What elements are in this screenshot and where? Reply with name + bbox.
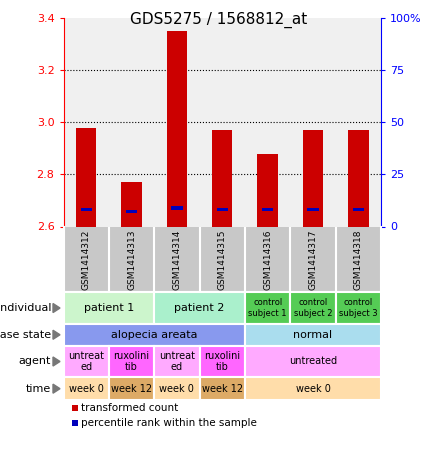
Text: GSM1414318: GSM1414318 xyxy=(354,229,363,289)
Bar xyxy=(76,128,96,226)
Text: GSM1414315: GSM1414315 xyxy=(218,229,227,289)
Bar xyxy=(154,346,200,377)
Bar xyxy=(154,377,200,400)
Text: control
subject 1: control subject 1 xyxy=(248,299,287,318)
Bar xyxy=(64,324,245,346)
Text: GSM1414312: GSM1414312 xyxy=(82,229,91,289)
Text: untreat
ed: untreat ed xyxy=(68,351,104,372)
Polygon shape xyxy=(53,357,60,366)
Text: GSM1414316: GSM1414316 xyxy=(263,229,272,289)
Polygon shape xyxy=(53,384,60,393)
Bar xyxy=(245,377,381,400)
Text: untreated: untreated xyxy=(289,357,337,366)
Bar xyxy=(72,405,78,411)
Text: control
subject 3: control subject 3 xyxy=(339,299,378,318)
Bar xyxy=(171,207,183,210)
Bar xyxy=(109,346,154,377)
Text: transformed count: transformed count xyxy=(81,403,179,413)
Text: patient 1: patient 1 xyxy=(84,303,134,313)
Text: normal: normal xyxy=(293,330,332,340)
Bar xyxy=(290,292,336,324)
Text: agent: agent xyxy=(19,357,51,366)
Bar xyxy=(262,208,273,211)
Bar xyxy=(109,377,154,400)
Polygon shape xyxy=(53,304,60,313)
Bar xyxy=(245,324,381,346)
Text: week 0: week 0 xyxy=(159,384,194,394)
Text: week 0: week 0 xyxy=(69,384,104,394)
Text: time: time xyxy=(26,384,51,394)
Text: week 12: week 12 xyxy=(202,384,243,394)
Text: ruxolini
tib: ruxolini tib xyxy=(204,351,240,372)
Text: GSM1414313: GSM1414313 xyxy=(127,229,136,289)
Bar xyxy=(72,419,78,426)
Bar xyxy=(64,377,109,400)
Text: GSM1414317: GSM1414317 xyxy=(308,229,318,289)
Text: week 0: week 0 xyxy=(296,384,330,394)
Bar xyxy=(126,210,137,213)
Bar xyxy=(336,292,381,324)
Bar xyxy=(307,208,318,211)
Bar xyxy=(245,292,290,324)
Bar xyxy=(258,154,278,226)
Text: GSM1414314: GSM1414314 xyxy=(173,229,181,289)
Bar xyxy=(245,346,381,377)
Text: control
subject 2: control subject 2 xyxy=(294,299,332,318)
Text: ruxolini
tib: ruxolini tib xyxy=(113,351,150,372)
Bar xyxy=(64,292,154,324)
Text: percentile rank within the sample: percentile rank within the sample xyxy=(81,418,258,428)
Text: GDS5275 / 1568812_at: GDS5275 / 1568812_at xyxy=(131,11,307,28)
Bar xyxy=(200,346,245,377)
Bar xyxy=(212,130,233,226)
Bar xyxy=(81,208,92,211)
Bar xyxy=(303,130,323,226)
Bar xyxy=(167,31,187,226)
Text: individual: individual xyxy=(0,303,51,313)
Bar xyxy=(121,182,142,226)
Text: alopecia areata: alopecia areata xyxy=(111,330,198,340)
Bar xyxy=(64,346,109,377)
Polygon shape xyxy=(53,330,60,339)
Bar xyxy=(353,208,364,211)
Text: week 12: week 12 xyxy=(111,384,152,394)
Bar xyxy=(217,208,228,211)
Text: untreat
ed: untreat ed xyxy=(159,351,195,372)
Bar xyxy=(348,130,369,226)
Bar xyxy=(154,292,245,324)
Bar xyxy=(200,377,245,400)
Text: disease state: disease state xyxy=(0,330,51,340)
Text: patient 2: patient 2 xyxy=(174,303,225,313)
